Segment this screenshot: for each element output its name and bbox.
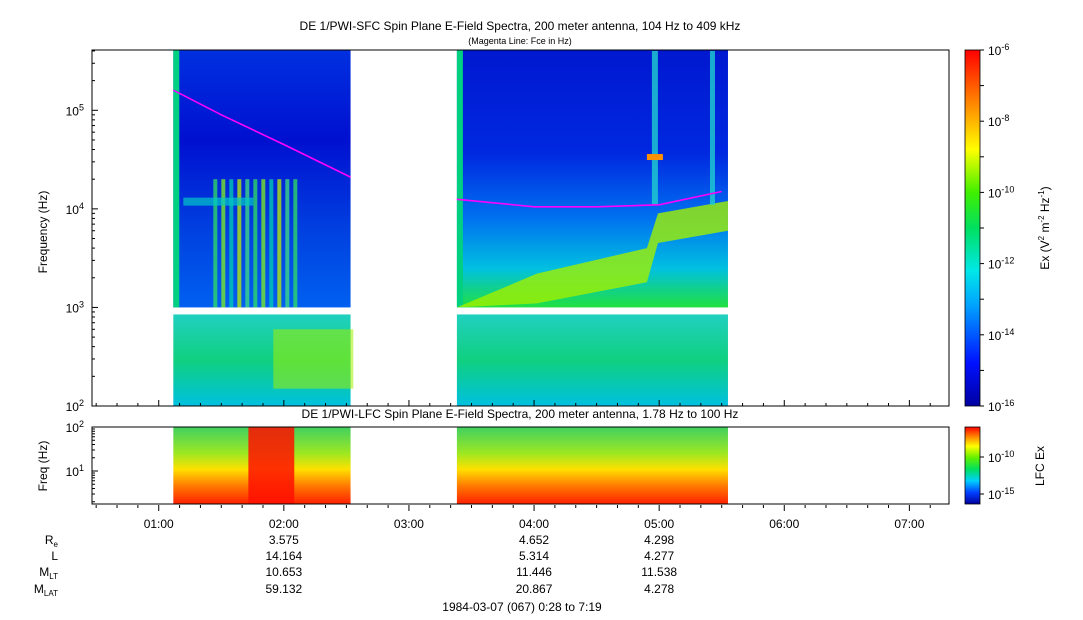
sfc-colorbar-tick-label: 10-10 (988, 184, 1014, 200)
sfc-low-band-block (456, 314, 728, 406)
ephemeris-table: Re 3.575 4.652 4.298 L 14.164 5.314 4.277 MLT 10.… (34, 533, 677, 598)
sfc-edge-stripe (456, 50, 463, 308)
sfc-y-tick-label: 104 (66, 201, 84, 217)
lfc-panel-title: DE 1/PWI-LFC Spin Plane E-Field Spectra,… (302, 407, 739, 421)
sfc-emission-streak (269, 179, 274, 308)
sfc-spectrogram (173, 50, 728, 406)
lfc-colorbar-tick-label: 10-10 (988, 449, 1014, 465)
ephemeris-value: 11.538 (641, 565, 677, 579)
ephemeris-row-label: L (51, 549, 58, 563)
chart-title: DE 1/PWI-SFC Spin Plane E-Field Spectra,… (300, 19, 741, 33)
sfc-emission-streak (221, 179, 226, 308)
ephemeris-value: 4.298 (644, 533, 674, 547)
x-tick-label: 02:00 (269, 517, 299, 531)
lfc-colorbar-label: LFC Ex (1033, 446, 1047, 486)
ephemeris-value: 4.277 (644, 549, 674, 563)
sfc-emission-streak (237, 179, 242, 308)
sfc-y-axis-label: Frequency (Hz) (36, 191, 50, 274)
sfc-colorbar-label: Ex (V2 m-2 Hz-1) (1037, 186, 1052, 269)
ephemeris-value: 59.132 (265, 582, 302, 596)
ephemeris-value: 14.164 (265, 549, 302, 563)
sfc-y-tick-label: 103 (66, 299, 84, 315)
lfc-y-axis-label: Freq (Hz) (36, 441, 50, 492)
sfc-rising-emission (456, 201, 728, 308)
ephemeris-row-label: MLAT (34, 582, 58, 598)
sfc-colorbar-tick-label: 10-8 (988, 113, 1009, 129)
ephemeris-value: 10.653 (265, 565, 302, 579)
ephemeris-value: 20.867 (516, 582, 553, 596)
sfc-y-tick-label: 105 (66, 102, 84, 118)
x-tick-label: 01:00 (144, 517, 174, 531)
sfc-emission-streak (277, 179, 282, 308)
sfc-emission-streak (253, 179, 258, 308)
ephemeris-value: 11.446 (516, 565, 552, 579)
x-tick-label: 05:00 (644, 517, 674, 531)
ephemeris-value: 3.575 (269, 533, 299, 547)
sfc-colorbar-tick-label: 10-16 (988, 398, 1014, 414)
fce-line (172, 89, 722, 208)
ephemeris-row-label: MLT (39, 565, 58, 581)
sfc-emission-band (183, 197, 254, 206)
ephemeris-value: 4.278 (644, 582, 674, 596)
sfc-y-tick-label: 102 (66, 398, 84, 414)
sfc-colorbar-tick-label: 10-14 (988, 327, 1014, 343)
sfc-hot-spot (646, 154, 663, 161)
sfc-emission-streak (213, 179, 218, 308)
sfc-emission-streak (245, 179, 250, 308)
lfc-plot-frame (91, 426, 950, 505)
lfc-y-tick-label: 102 (66, 419, 84, 435)
sfc-emission-streak (261, 179, 266, 308)
lfc-block (456, 427, 728, 504)
sfc-colorbar (964, 49, 981, 407)
sfc-edge-stripe (173, 50, 180, 308)
sfc-vertical-burst (709, 50, 715, 205)
lfc-colorbar (964, 426, 981, 505)
x-tick-label: 06:00 (769, 517, 799, 531)
sfc-colorbar-tick-label: 10-12 (988, 256, 1014, 272)
x-tick-label: 03:00 (394, 517, 424, 531)
sfc-emission-streak (293, 179, 298, 308)
footer-date-range: 1984-03-07 (067) 0:28 to 7:19 (442, 600, 602, 614)
axes: 01:00 02:00 03:00 04:00 05:00 06:00 07:00 102 10… (66, 50, 931, 531)
x-tick-label: 07:00 (894, 517, 924, 531)
lfc-intense-region (248, 427, 295, 504)
fce-line-segment (456, 190, 722, 208)
lfc-spectrogram (173, 427, 728, 504)
sfc-colorbar-tick-label: 10-6 (988, 42, 1009, 58)
ephemeris-value: 4.652 (519, 533, 549, 547)
chart-subtitle: (Magenta Line: Fce in Hz) (468, 36, 572, 46)
x-tick-label: 04:00 (519, 517, 549, 531)
fce-line-segment (172, 89, 351, 178)
sfc-plot-frame (91, 49, 950, 407)
ephemeris-row-label: Re (45, 533, 59, 549)
lfc-colorbar-tick-label: 10-15 (988, 486, 1014, 502)
ephemeris-value: 5.314 (519, 549, 549, 563)
sfc-vertical-burst (651, 50, 658, 205)
sfc-emission-streak (229, 179, 234, 308)
lfc-y-tick-label: 101 (66, 463, 84, 479)
sfc-emission-streak (285, 179, 290, 308)
colorbar-ticks: 10-16 10-14 10-12 10-10 10-8 10-6 10-15 10-10 (980, 42, 1014, 502)
sfc-emission-patch (273, 329, 354, 389)
